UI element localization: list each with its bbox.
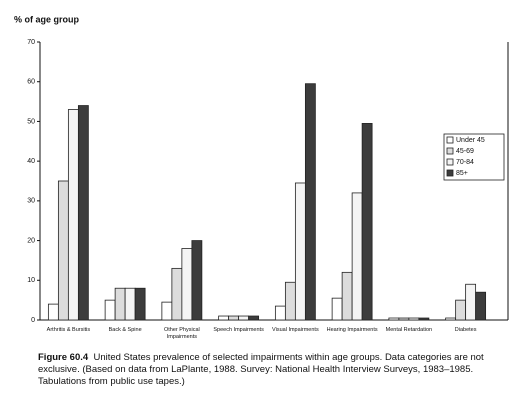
bar: [134, 287, 146, 321]
bar: [388, 317, 400, 321]
bar: [57, 180, 69, 321]
x-tick-label: Arthritis & Bursitis: [46, 327, 91, 333]
bar: [408, 317, 420, 321]
bar: [331, 297, 343, 321]
legend-label: 85+: [456, 170, 468, 177]
bar: [465, 283, 477, 321]
bar: [124, 287, 136, 321]
bar: [114, 287, 126, 321]
bar: [475, 291, 487, 321]
y-tick-label: 50: [27, 118, 35, 125]
legend-label: Under 45: [456, 137, 485, 144]
x-tick-label: Hearing Impairments: [326, 327, 378, 333]
bar: [351, 192, 363, 321]
y-tick-label: 20: [27, 237, 35, 244]
bar: [248, 315, 260, 321]
bar: [171, 267, 183, 321]
x-tick-label: Other Physical Impairments: [163, 327, 200, 340]
bar: [191, 240, 203, 321]
y-tick-label: 10: [27, 277, 35, 284]
bar: [228, 315, 240, 321]
x-tick-label: Visual Impairments: [272, 327, 319, 333]
bar: [294, 182, 306, 321]
caption-label: Figure 60.4: [38, 352, 89, 363]
bar: [398, 317, 410, 321]
y-tick-label: 0: [31, 317, 35, 324]
bar: [361, 123, 373, 321]
legend-swatch: [446, 169, 454, 177]
bar: [181, 248, 193, 321]
bar: [47, 303, 59, 321]
legend-swatch: [446, 136, 454, 144]
y-tick-label: 30: [27, 198, 35, 205]
y-tick-label: 70: [27, 39, 35, 46]
bar: [445, 317, 457, 321]
bar: [104, 299, 116, 321]
y-axis-label: % of age group: [14, 14, 80, 24]
bar: [341, 271, 353, 321]
caption-text: United States prevalence of selected imp…: [38, 352, 484, 387]
legend-label: 45-69: [456, 148, 474, 155]
bar: [238, 315, 250, 321]
bar: [67, 109, 79, 321]
bar: [77, 105, 89, 321]
legend: Under 45 45-69 70-84 85+: [443, 133, 505, 181]
legend-swatch: [446, 147, 454, 155]
bar: [284, 281, 296, 321]
bar: [455, 299, 467, 321]
y-tick-label: 40: [27, 158, 35, 165]
legend-label: 70-84: [456, 159, 474, 166]
x-tick-label: Speech Impairments: [213, 327, 264, 333]
legend-box: [443, 133, 505, 181]
bar: [418, 317, 430, 321]
bar: [218, 315, 230, 321]
x-tick-label: Mental Retardation: [385, 327, 433, 333]
caption: Figure 60.4 United States prevalence of …: [38, 352, 498, 388]
bar: [161, 301, 173, 321]
legend-swatch: [446, 158, 454, 166]
x-tick-label: Diabetes: [454, 327, 477, 333]
bar: [274, 305, 286, 321]
y-tick-label: 60: [27, 79, 35, 86]
bar: [304, 83, 316, 321]
x-tick-label: Back & Spine: [108, 327, 142, 333]
